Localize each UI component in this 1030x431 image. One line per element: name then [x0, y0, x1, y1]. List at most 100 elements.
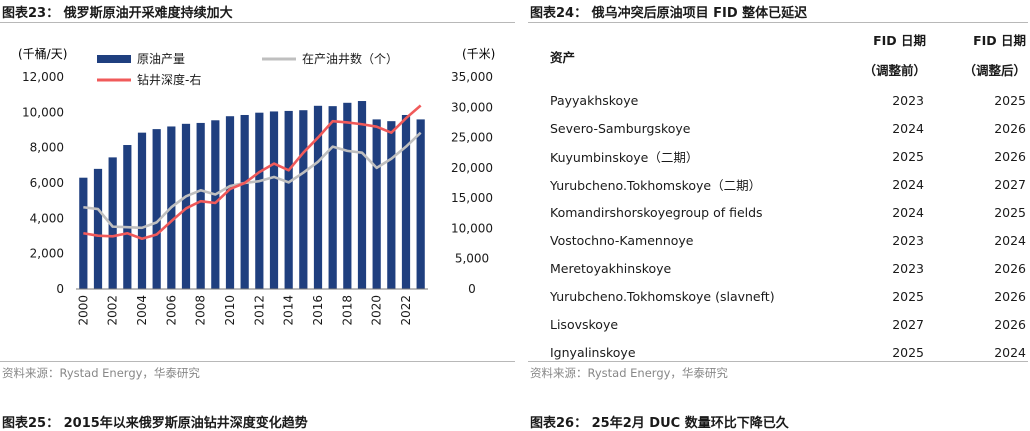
chart-area: 0 2,000 4,000 6,000 8,000 10,000 12,000 0 5,000… — [18, 46, 495, 326]
fid-before-cell: 2025 — [892, 288, 924, 304]
chart-figure-title: 图表23： 俄罗斯原油开采难度持续加大 — [2, 6, 233, 21]
production-bar — [284, 110, 293, 289]
fid-after-cell: 2027 — [994, 176, 1026, 192]
fid-after-header-line1: FID 日期 — [973, 33, 1026, 48]
asset-name-cell: Meretoyakhinskoye — [550, 260, 672, 276]
right-axis-unit-label: (千米) — [462, 47, 495, 61]
line-series-group — [83, 104, 422, 241]
table-body: Payyakhskoye 2023 2025 Severo-Samburgskoye 2… — [528, 86, 1026, 366]
table-row: Severo-Samburgskoye 2024 2026 — [528, 114, 1026, 142]
x-axis-tick-label: 2008 — [194, 295, 208, 326]
left-axis-group: 0 2,000 4,000 6,000 8,000 10,000 12,000 — [22, 70, 64, 296]
left-axis-tick-label: 10,000 — [22, 105, 64, 119]
x-axis-tick-label: 2022 — [399, 295, 413, 326]
table-row: Komandirshorskoyegroup of fields 2024 2025 — [528, 198, 1026, 226]
production-bar — [269, 111, 279, 289]
left-figure-panel: 图表23： 俄罗斯原油开采难度持续加大 0 2,000 4,000 6,000 8,00… — [0, 0, 515, 431]
fid-after-cell: 2024 — [994, 232, 1026, 248]
fid-after-cell: 2026 — [994, 120, 1026, 136]
x-axis-tick-label: 2000 — [76, 295, 90, 326]
fid-before-cell: 2023 — [892, 232, 924, 248]
fid-after-cell: 2025 — [994, 92, 1026, 108]
fid-after-cell: 2026 — [994, 316, 1026, 332]
table-row: Meretoyakhinskoye 2023 2026 — [528, 254, 1026, 282]
x-axis-tick-label: 2006 — [164, 295, 178, 326]
left-axis-tick-label: 0 — [56, 282, 64, 296]
fid-before-cell: 2027 — [892, 316, 924, 332]
asset-name-cell: Vostochno-Kamennoye — [550, 232, 694, 248]
production-bar — [93, 168, 103, 289]
table-row: Kuyumbinskoye（二期） 2025 2026 — [528, 142, 1026, 170]
asset-name-cell: Payyakhskoye — [550, 92, 639, 108]
production-bar — [123, 145, 132, 289]
asset-name-cell: Komandirshorskoyegroup of fields — [550, 204, 763, 220]
left-axis-tick-label: 8,000 — [30, 141, 64, 155]
right-axis-tick-label: 35,000 — [451, 70, 493, 84]
right-axis-tick-label: 5,000 — [455, 252, 489, 266]
well-count-line — [83, 131, 422, 230]
x-axis-tick-label: 2012 — [252, 295, 266, 326]
production-bar — [328, 106, 337, 290]
bar-series-group — [79, 101, 425, 290]
left-axis-tick-label: 2,000 — [30, 247, 64, 261]
table-row: Vostochno-Kamennoye 2023 2024 — [528, 226, 1026, 254]
fid-before-cell: 2025 — [892, 148, 924, 164]
x-axis-tick-label: 2004 — [135, 295, 149, 326]
fid-before-header-line2: （调整前） — [863, 63, 926, 78]
fid-before-cell: 2023 — [892, 92, 924, 108]
source-divider — [528, 361, 1028, 362]
production-bar — [387, 121, 396, 290]
production-bar — [181, 123, 191, 289]
left-axis-tick-label: 12,000 — [22, 70, 64, 84]
left-axis-tick-label: 6,000 — [30, 176, 64, 190]
x-axis-tick-label: 2010 — [223, 295, 237, 326]
fid-before-cell: 2024 — [892, 176, 924, 192]
production-bar — [108, 157, 117, 289]
asset-name-cell: Kuyumbinskoye（二期） — [550, 149, 699, 165]
fid-after-cell: 2025 — [994, 204, 1026, 220]
production-bar — [240, 114, 249, 289]
fid-after-cell: 2024 — [994, 344, 1026, 360]
fid-delay-table: 资产 FID 日期 FID 日期 （调整前） （调整后） Payyakhskoy… — [528, 26, 1026, 366]
right-axis-tick-label: 15,000 — [451, 191, 493, 205]
production-bar — [211, 120, 220, 290]
asset-name-cell: Ignyalinskoye — [550, 344, 636, 360]
asset-name-cell: Lisovskoye — [550, 316, 619, 332]
next-figure-title-cut: 图表26： 25年2月 DUC 数量环比下降已久 — [530, 416, 789, 431]
table-source-note: 资料来源：Rystad Energy，华泰研究 — [530, 366, 728, 380]
fid-before-cell: 2025 — [892, 344, 924, 360]
right-axis-tick-label: 30,000 — [451, 100, 493, 114]
asset-column-header: 资产 — [550, 49, 576, 65]
table-header-row: 资产 FID 日期 FID 日期 — [528, 26, 1026, 65]
fid-before-cell: 2024 — [892, 204, 924, 220]
production-bar — [313, 105, 323, 290]
production-bar — [225, 116, 235, 289]
fid-after-cell: 2026 — [994, 148, 1026, 164]
x-axis-tick-label: 2020 — [370, 295, 384, 326]
production-bar — [255, 112, 264, 289]
asset-name-cell: Yurubcheno.Tokhomskoye（二期） — [550, 177, 762, 193]
table-row: Yurubcheno.Tokhomskoye（二期） 2024 2027 — [528, 170, 1026, 198]
x-axis-tick-label: 2002 — [106, 295, 120, 326]
production-bar — [152, 129, 161, 289]
right-axis-tick-label: 20,000 — [451, 161, 493, 175]
legend-swatch-production — [97, 55, 131, 63]
fid-after-cell: 2026 — [994, 288, 1026, 304]
table-header-row-2: （调整前） （调整后） — [528, 56, 1026, 86]
production-bar — [343, 102, 352, 289]
production-bar — [416, 119, 425, 290]
asset-name-cell: Severo-Samburgskoye — [550, 120, 691, 136]
chart-source-note: 资料来源：Rystad Energy，华泰研究 — [2, 366, 200, 380]
production-bar — [357, 101, 367, 289]
legend-label-drilling-depth: 钻井深度-右 — [137, 72, 201, 87]
title-divider — [0, 22, 515, 23]
fid-before-cell: 2023 — [892, 260, 924, 276]
x-axis-tick-label: 2018 — [340, 295, 354, 326]
fid-before-cell: 2024 — [892, 120, 924, 136]
x-axis-group: 2000 2002 2004 2006 2008 2010 2012 2014 2016 2018… — [76, 288, 428, 326]
right-axis-group: 0 5,000 10,000 15,000 20,000 25,000 30,000 35,0… — [451, 70, 493, 296]
fid-before-header-line1: FID 日期 — [873, 33, 926, 48]
x-axis-tick-label: 2016 — [311, 295, 325, 326]
legend-label-production: 原油产量 — [137, 52, 185, 66]
source-divider — [0, 361, 515, 362]
